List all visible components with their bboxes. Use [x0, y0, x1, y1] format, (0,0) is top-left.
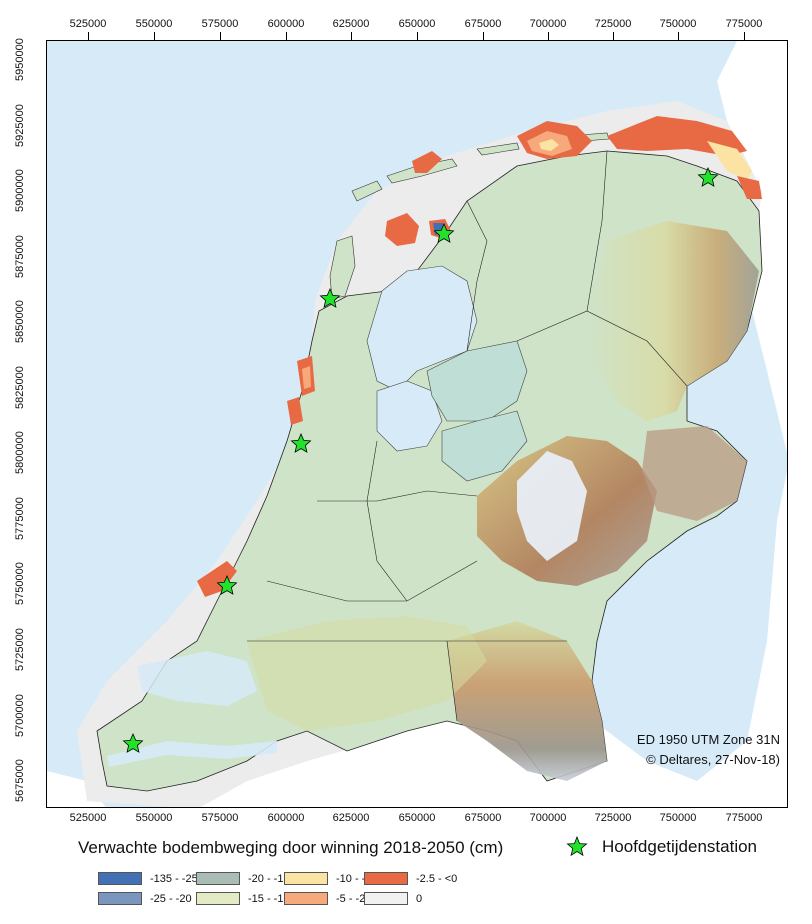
x-tick-label: 775000	[725, 18, 763, 30]
legend-item: -25 - -20	[98, 892, 192, 905]
tick-mark	[220, 32, 221, 40]
legend-swatch	[98, 872, 142, 885]
tick-mark	[613, 32, 614, 40]
legend-item: -20 - -15	[196, 872, 290, 885]
legend-item-label: -20 - -15	[248, 872, 290, 885]
subsidence-wadden-core	[539, 139, 559, 151]
tick-mark	[483, 32, 484, 40]
ameland-island	[476, 142, 520, 156]
province-boundaries	[247, 150, 688, 722]
vlieland-island	[351, 180, 383, 202]
x-tick-label: 625000	[332, 18, 370, 30]
legend-title: Verwachte bodembweging door winning 2018…	[78, 838, 504, 857]
legend-item: -15 - -10	[196, 892, 290, 905]
station-legend-label: Hoofdgetijdenstation	[602, 837, 758, 856]
legend-item: 0	[364, 892, 422, 905]
station-star-icon	[433, 222, 455, 243]
tick-mark	[417, 32, 418, 40]
subsidence-coast-south	[197, 561, 237, 597]
legend-item-label: -15 - -10	[248, 892, 290, 905]
station-star-icon	[122, 732, 144, 753]
legend-swatch	[196, 892, 240, 905]
station-star-icon	[290, 432, 312, 453]
crs-credit: ED 1950 UTM Zone 31N © Deltares, 27-Nov-…	[560, 730, 780, 770]
legend-item: -2.5 - <0	[364, 872, 457, 885]
tick-mark	[154, 32, 155, 40]
subsidence-border-east	[737, 176, 762, 199]
tick-mark	[548, 32, 549, 40]
x-tick-label: 775000	[725, 812, 763, 824]
brabant-belt	[247, 616, 487, 731]
tide-gauge-stations	[122, 166, 719, 753]
x-tick-label: 575000	[201, 812, 239, 824]
crs-label: ED 1950 UTM Zone 31N	[636, 732, 780, 747]
map-canvas	[47, 41, 787, 807]
tick-mark	[678, 32, 679, 40]
texel-island	[329, 235, 356, 300]
x-tick-label: 600000	[267, 18, 305, 30]
x-tick-label: 700000	[529, 812, 567, 824]
credit-label: © Deltares, 27-Nov-18)	[646, 752, 780, 767]
x-tick-label: 750000	[659, 18, 697, 30]
legend-item: -5 - -2.5	[284, 892, 375, 905]
subsidence-coast-2	[287, 397, 303, 425]
y-tick-label: 5675000	[14, 759, 26, 803]
x-tick-label: 525000	[69, 812, 107, 824]
legend-item-label: -10 - -5	[336, 872, 372, 885]
flevoland	[426, 340, 528, 422]
east-gelderland	[642, 426, 747, 521]
legend-swatch	[364, 872, 408, 885]
zeeland-water	[137, 651, 257, 706]
x-tick-label: 650000	[398, 18, 436, 30]
subsidence-patches	[197, 116, 762, 597]
station-star-icon	[566, 836, 588, 857]
legend-item: -10 - -5	[284, 872, 371, 885]
subsidence-offshore-1	[385, 213, 419, 246]
westerschelde	[107, 741, 277, 767]
legend-item-label: 0	[416, 892, 423, 905]
legend-item-label: -25 - -20	[150, 892, 192, 905]
x-tick-label: 550000	[135, 812, 173, 824]
legend-swatch	[196, 872, 240, 885]
x-tick-label: 525000	[69, 18, 107, 30]
map-frame	[46, 40, 788, 808]
station-star-icon	[319, 287, 341, 308]
legend-swatch	[284, 892, 328, 905]
ijsselmeer	[366, 265, 478, 392]
tick-mark	[88, 32, 89, 40]
x-tick-label: 675000	[464, 18, 502, 30]
markermeer	[376, 380, 443, 452]
legend-item: -135 - -25	[98, 872, 198, 885]
eastern-highlands	[587, 221, 759, 421]
x-tick-label: 725000	[594, 812, 632, 824]
subsidence-coast-ijmuiden-light	[302, 366, 311, 389]
subsidence-offshore-west	[412, 151, 442, 173]
legend-item-label: -135 - -25	[150, 872, 198, 885]
legend-swatch	[284, 872, 328, 885]
subsidence-ems-light	[707, 141, 752, 181]
x-tick-label: 575000	[201, 18, 239, 30]
legend-item-label: -2.5 - <0	[416, 872, 458, 885]
veluwe-lake	[517, 451, 587, 561]
x-tick-label: 725000	[594, 18, 632, 30]
flevoland-south	[441, 410, 528, 482]
x-tick-label: 750000	[659, 812, 697, 824]
tick-mark	[744, 32, 745, 40]
station-star-icon	[216, 574, 238, 595]
legend-swatch	[98, 892, 142, 905]
x-tick-label: 675000	[464, 812, 502, 824]
tick-mark	[286, 32, 287, 40]
x-tick-label: 550000	[135, 18, 173, 30]
x-tick-label: 600000	[267, 812, 305, 824]
station-legend: Hoofdgetijdenstation	[566, 836, 757, 858]
station-star-icon	[697, 166, 719, 187]
tick-mark	[351, 32, 352, 40]
x-tick-label: 625000	[332, 812, 370, 824]
x-tick-label: 700000	[529, 18, 567, 30]
legend-swatch	[364, 892, 408, 905]
x-tick-label: 650000	[398, 812, 436, 824]
